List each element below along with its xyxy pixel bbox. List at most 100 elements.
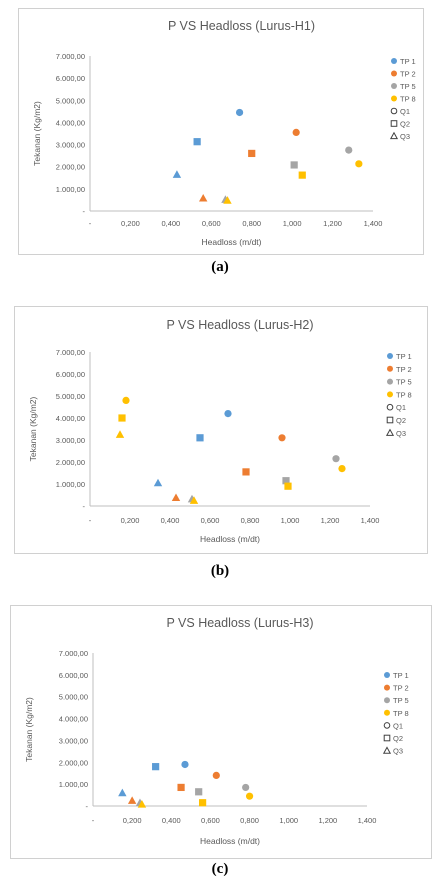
data-point (196, 434, 204, 442)
y-tick-label: 4.000,00 (59, 715, 88, 724)
data-point (235, 108, 244, 117)
legend-marker (390, 107, 398, 115)
legend-label: TP 5 (393, 696, 409, 705)
data-point (338, 465, 346, 473)
y-tick-label: 1.000,00 (59, 780, 88, 789)
x-tick-label: 1,200 (321, 516, 340, 525)
legend-marker (391, 70, 397, 77)
y-tick-label: 3.000,00 (59, 736, 88, 745)
y-tick-label: - (83, 207, 86, 216)
y-tick-label: 3.000,00 (56, 141, 85, 150)
data-point (245, 792, 254, 800)
x-tick-label: 1,200 (323, 219, 342, 228)
caption-b: (b) (210, 563, 230, 579)
data-point (332, 455, 340, 463)
x-tick-label: 1,200 (318, 816, 337, 825)
data-point (118, 788, 127, 797)
x-axis-label: Headloss (m/dt) (200, 534, 260, 544)
legend-label: TP 5 (400, 82, 416, 91)
data-point (171, 493, 181, 502)
y-axis-label: Tekanan (Kg/m2) (32, 101, 42, 166)
legend-label: Q3 (393, 747, 403, 756)
legend-marker (383, 734, 391, 742)
y-tick-label: - (83, 502, 86, 511)
y-tick-label: 6.000,00 (56, 370, 85, 379)
data-point (298, 171, 306, 179)
legend-marker (384, 697, 390, 704)
x-tick-label: 0,600 (201, 516, 220, 525)
data-point (345, 146, 353, 154)
legend-marker (384, 684, 390, 691)
data-point (193, 138, 201, 146)
data-point (195, 788, 203, 796)
legend-marker (391, 95, 397, 102)
data-point (224, 410, 232, 418)
data-point (199, 193, 208, 202)
legend-marker (387, 353, 393, 359)
data-point (189, 496, 199, 504)
chart-title: P VS Headloss (Lurus-H2) (166, 318, 313, 332)
y-tick-label: 2.000,00 (56, 458, 85, 467)
data-point (290, 161, 298, 169)
y-tick-label: 2.000,00 (59, 758, 88, 767)
data-point (282, 477, 290, 485)
data-point (248, 149, 256, 158)
legend-label: TP 1 (396, 352, 412, 361)
legend-label: TP 1 (393, 671, 409, 680)
y-tick-label: 5.000,00 (56, 96, 85, 105)
data-point (118, 414, 126, 422)
data-point (152, 763, 160, 771)
legend-marker (383, 722, 391, 729)
y-tick-label: 1.000,00 (56, 185, 85, 194)
data-point (292, 128, 300, 136)
x-tick-label: - (92, 816, 95, 825)
x-tick-label: 0,200 (123, 816, 142, 825)
legend-marker (389, 131, 399, 140)
chart-frame-b (14, 306, 428, 554)
data-point (212, 771, 220, 779)
x-tick-label: 1,000 (281, 516, 300, 525)
data-point (242, 783, 250, 792)
y-tick-label: 6.000,00 (59, 671, 88, 680)
legend-marker (391, 83, 397, 89)
data-point (153, 478, 163, 487)
x-tick-label: 0,200 (121, 516, 140, 525)
x-tick-label: 1,400 (358, 816, 377, 825)
data-point (199, 799, 207, 807)
x-tick-label: 1,400 (364, 219, 383, 228)
legend-label: Q1 (400, 107, 410, 116)
data-point (172, 170, 182, 178)
caption-a: (a) (211, 259, 229, 275)
x-tick-label: 1,400 (361, 516, 380, 525)
y-tick-label: 2.000,00 (56, 163, 85, 172)
scatter-chart-c: P VS Headloss (Lurus-H3) - 1.000,00 2.000,0… (24, 616, 409, 846)
legend-marker (384, 709, 390, 716)
y-tick-label: 7.000,00 (56, 348, 85, 357)
x-tick-label: 0,200 (121, 219, 140, 228)
legend-marker (391, 58, 397, 64)
y-axis-label: Tekanan (Kg/m2) (24, 697, 34, 762)
x-tick-label: 0,600 (201, 816, 220, 825)
chart-frame-a (18, 8, 424, 255)
data-point (181, 760, 189, 769)
chart-title: P VS Headloss (Lurus-H1) (168, 19, 315, 33)
legend-marker (386, 403, 394, 411)
chart-title: P VS Headloss (Lurus-H3) (166, 616, 313, 630)
legend-label: Q2 (396, 416, 406, 425)
x-tick-label: 1,000 (283, 219, 302, 228)
scatter-chart-a: P VS Headloss (Lurus-H1) - 1.000,00 2.000,0… (32, 19, 416, 247)
y-tick-label: - (86, 802, 89, 811)
x-tick-label: 0,600 (202, 219, 221, 228)
legend-label: Q3 (400, 132, 410, 141)
data-point (278, 434, 286, 442)
data-point (355, 160, 363, 168)
y-tick-label: 6.000,00 (56, 74, 85, 83)
y-tick-label: 5.000,00 (56, 392, 85, 401)
data-point (115, 430, 125, 438)
legend-label: Q2 (393, 734, 403, 743)
x-tick-label: 0,400 (161, 516, 180, 525)
legend-label: TP 8 (396, 390, 412, 399)
legend-label: Q1 (396, 403, 406, 412)
x-tick-label: 0,400 (161, 219, 180, 228)
legend-label: TP 1 (400, 57, 416, 66)
